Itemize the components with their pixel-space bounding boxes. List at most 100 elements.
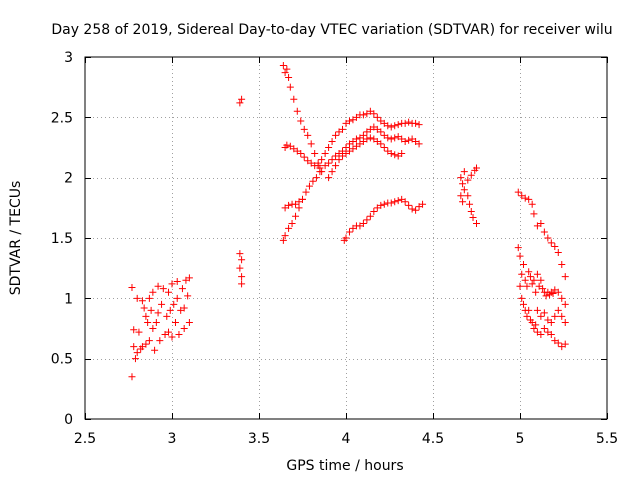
data-point <box>236 250 244 258</box>
data-point <box>171 318 179 326</box>
data-point <box>377 140 385 148</box>
data-point <box>311 150 319 158</box>
data-point <box>238 280 246 288</box>
data-point <box>370 207 378 215</box>
data-point <box>297 117 305 125</box>
data-point <box>335 156 343 164</box>
data-point <box>561 273 569 281</box>
data-point <box>373 113 381 121</box>
data-point <box>561 340 569 348</box>
data-point <box>279 61 287 69</box>
data-point <box>537 312 545 320</box>
data-point <box>551 312 559 320</box>
data-point <box>561 300 569 308</box>
data-point <box>523 282 531 290</box>
data-point <box>363 216 371 224</box>
data-point <box>530 276 538 284</box>
data-point <box>236 99 244 107</box>
data-point <box>156 337 164 345</box>
data-point <box>238 256 246 264</box>
data-point <box>464 192 472 200</box>
data-point <box>302 188 310 196</box>
data-point <box>405 201 413 209</box>
data-point <box>170 300 178 308</box>
data-point <box>328 156 336 164</box>
data-point <box>405 136 413 144</box>
data-point <box>537 276 545 284</box>
data-points <box>128 61 569 381</box>
y-tick-label: 0.5 <box>51 352 73 368</box>
data-point <box>345 228 353 236</box>
data-point <box>528 280 536 288</box>
data-point <box>366 134 374 142</box>
data-point <box>554 288 562 296</box>
data-point <box>325 159 333 167</box>
data-point <box>328 137 336 145</box>
data-point <box>145 337 153 345</box>
data-point <box>519 300 527 308</box>
data-point <box>318 168 326 176</box>
data-point <box>149 325 157 332</box>
data-point <box>516 282 524 290</box>
data-point <box>394 121 402 129</box>
y-tick-label: 1 <box>64 291 73 307</box>
data-point <box>554 306 562 314</box>
data-point <box>238 95 246 103</box>
data-point <box>460 168 468 176</box>
y-axis-label: SDTVAR / TECUs <box>8 181 24 296</box>
data-point <box>140 304 148 312</box>
data-point <box>519 261 527 269</box>
x-tick-label: 4.5 <box>422 431 444 447</box>
y-tick-label: 2 <box>64 171 73 187</box>
data-point <box>525 195 533 203</box>
data-point <box>558 294 566 302</box>
data-point <box>525 268 533 276</box>
data-point <box>558 261 566 269</box>
data-point <box>307 140 315 148</box>
data-point <box>554 248 562 256</box>
data-point <box>339 125 347 133</box>
data-point <box>147 306 155 314</box>
data-point <box>236 264 244 272</box>
data-point <box>304 131 312 139</box>
data-point <box>380 200 388 208</box>
x-tick-label: 3.5 <box>248 431 270 447</box>
data-point <box>142 312 150 320</box>
data-point <box>180 304 188 312</box>
data-point <box>281 232 289 240</box>
y-tick-label: 1.5 <box>51 231 73 247</box>
data-point <box>537 331 545 339</box>
data-point <box>521 276 529 284</box>
data-point <box>342 234 350 242</box>
data-point <box>300 153 308 161</box>
data-point <box>542 292 550 300</box>
data-point <box>352 135 360 143</box>
data-point <box>142 340 150 348</box>
axis-ticks <box>85 57 608 420</box>
data-point <box>539 285 547 293</box>
data-point <box>279 236 287 244</box>
data-point <box>321 150 329 158</box>
data-point <box>516 252 524 260</box>
data-point <box>166 306 174 314</box>
data-point <box>540 309 548 317</box>
data-point <box>290 95 298 103</box>
data-point <box>152 318 160 326</box>
data-point <box>391 198 399 206</box>
data-point <box>285 201 293 209</box>
data-point <box>473 164 480 172</box>
data-point <box>401 198 409 206</box>
data-point <box>457 174 465 182</box>
x-tick-label: 5.5 <box>596 431 618 447</box>
data-point <box>537 220 545 228</box>
data-point <box>325 174 333 182</box>
data-point <box>473 220 480 228</box>
data-point <box>130 343 138 351</box>
data-point <box>459 198 467 206</box>
data-point <box>547 239 555 247</box>
data-point <box>387 150 395 158</box>
data-point <box>551 242 559 250</box>
data-point <box>391 122 399 130</box>
data-point <box>178 285 186 293</box>
data-point <box>133 349 141 357</box>
